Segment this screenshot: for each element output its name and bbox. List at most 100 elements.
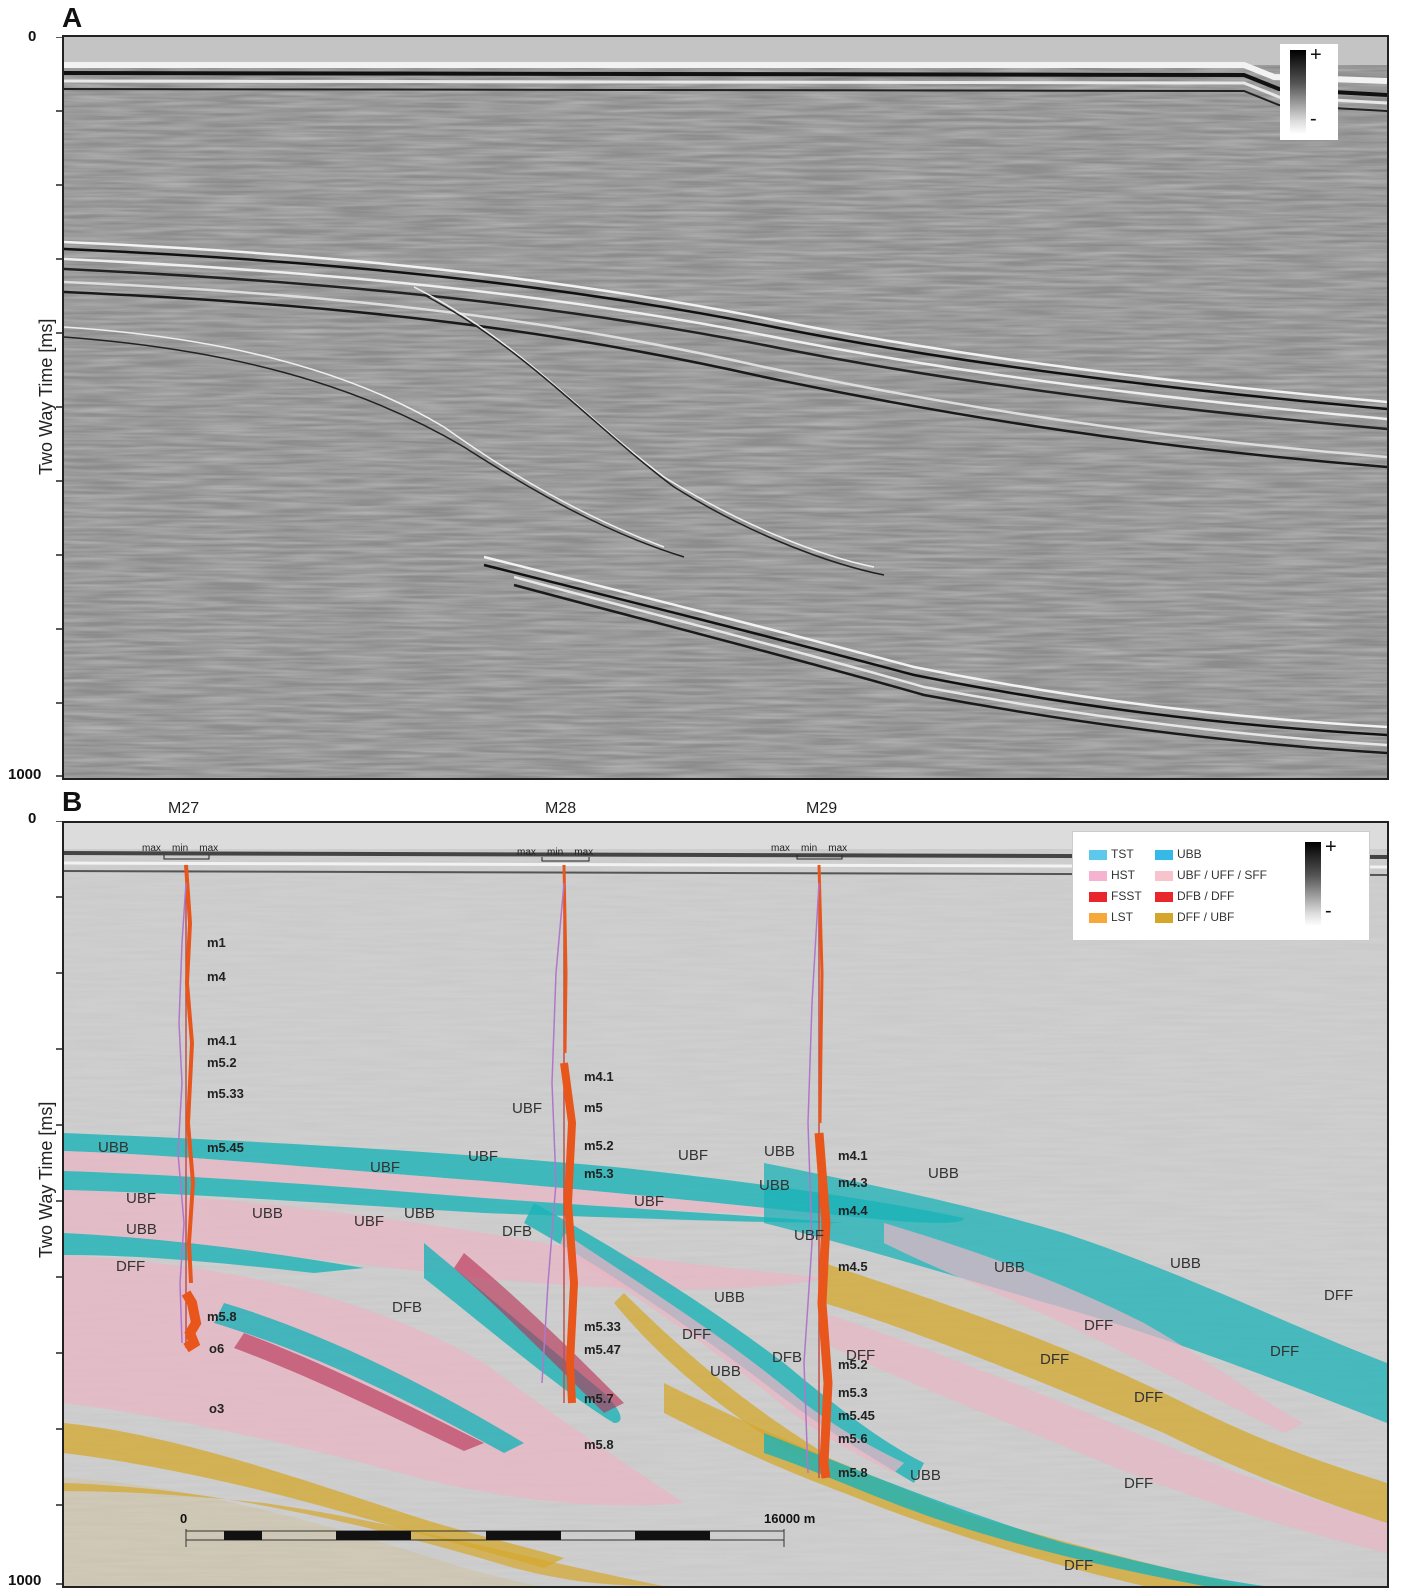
unit-label: DFB [772, 1349, 802, 1366]
unit-label: DFF [1040, 1351, 1070, 1368]
well-name-m27: M27 [168, 800, 200, 817]
unit-label: UBB [994, 1259, 1025, 1276]
well-m27 [177, 864, 202, 1353]
log-min-m28: min [547, 847, 564, 858]
horizon-label: m4.1 [584, 1069, 614, 1084]
well-m28 [541, 864, 579, 1404]
legend-swatch [1155, 849, 1173, 860]
well-m29 [803, 864, 833, 1479]
panel-a-y-bottom: 1000 [8, 766, 42, 783]
horizon-label: o3 [209, 1401, 225, 1416]
horizon-label: m5.8 [584, 1437, 614, 1452]
horizon-label: m5.2 [584, 1138, 614, 1153]
colorbar-plus: + [1325, 836, 1337, 858]
scale-bar [185, 1529, 785, 1547]
horizon-label: m4.1 [838, 1148, 868, 1163]
panel-b-y-bottom: 1000 [8, 1572, 42, 1589]
panel-a-y-ticks [50, 36, 62, 777]
seismic-section-a [62, 35, 1389, 780]
horizon-label: m4.1 [207, 1033, 237, 1048]
unit-label: UBF [678, 1147, 708, 1164]
log-max-left-m29: max [771, 843, 790, 854]
legend-swatch [1089, 912, 1107, 923]
horizon-label: m4.3 [838, 1175, 868, 1190]
unit-label: UBB [759, 1177, 790, 1194]
unit-label: UBB [404, 1205, 435, 1222]
unit-label: DFF [116, 1258, 146, 1275]
unit-label: UBF [126, 1190, 156, 1207]
horizon-label: m5.8 [838, 1465, 868, 1480]
unit-label: DFF [1134, 1389, 1164, 1406]
log-min-m27: min [172, 843, 189, 854]
unit-label: DFF [682, 1326, 712, 1343]
legend-item-dfb: DFB / DFF [1155, 886, 1267, 907]
unit-label: UBB [910, 1467, 941, 1484]
unit-label: DFF [846, 1347, 876, 1364]
panel-b-y-ticks [50, 820, 62, 1586]
unit-label: DFF [1064, 1557, 1094, 1574]
legend: TST HST FSST LST UBB UBF / UFF / SFF DFB… [1072, 831, 1370, 941]
horizon-label: m5.2 [838, 1357, 868, 1372]
unit-label: UBF [794, 1227, 824, 1244]
unit-label: DFF [1124, 1475, 1154, 1492]
unit-label: DFB [502, 1223, 532, 1240]
horizon-label: m1 [207, 935, 226, 950]
panel-b-letter: B [62, 786, 83, 817]
colorbar-gradient [1305, 842, 1321, 926]
horizon-label: m4.4 [838, 1203, 868, 1218]
legend-item-dff: DFF / UBF [1155, 907, 1267, 928]
unit-label: UBB [764, 1143, 795, 1160]
horizon-label: m5.47 [584, 1342, 621, 1357]
well-name-m28: M28 [545, 800, 577, 817]
legend-item-fsst: FSST [1089, 886, 1142, 907]
horizon-label: m5.45 [838, 1408, 875, 1423]
unit-label: UBB [928, 1165, 959, 1182]
legend-item-ubf: UBF / UFF / SFF [1155, 865, 1267, 886]
horizon-label: m5.6 [838, 1431, 868, 1446]
horizon-label: o6 [209, 1341, 225, 1356]
well-logs [163, 855, 843, 1479]
log-max-right-m28: max [574, 847, 594, 858]
unit-label: UBF [468, 1148, 498, 1165]
panel-b-y-top: 0 [28, 810, 37, 827]
unit-label: UBF [354, 1213, 384, 1230]
colorbar-b: + - [1295, 836, 1353, 932]
unit-label: UBB [714, 1289, 745, 1306]
horizon-label: m4 [207, 969, 226, 984]
unit-label: UBF [370, 1159, 400, 1176]
legend-swatch [1089, 870, 1107, 881]
colorbar-a: + - [1280, 44, 1338, 140]
colorbar-minus: - [1325, 900, 1332, 922]
legend-item-ubb: UBB [1155, 844, 1267, 865]
unit-label: UBB [126, 1221, 157, 1238]
log-max-left-m28: max [517, 847, 536, 858]
unit-label: UBB [98, 1139, 129, 1156]
horizon-label: m4.5 [838, 1259, 868, 1274]
panel-a-y-top: 0 [28, 28, 37, 45]
legend-swatch [1155, 912, 1173, 923]
horizon-label: m5.45 [207, 1140, 244, 1155]
horizon-label: m5.3 [584, 1166, 614, 1181]
unit-label: UBF [634, 1193, 664, 1210]
legend-swatch [1155, 891, 1173, 902]
horizon-label: m5 [584, 1100, 603, 1115]
unit-label: DFF [1324, 1287, 1354, 1304]
unit-label: UBB [710, 1363, 741, 1380]
well-name-m29: M29 [806, 800, 838, 817]
unit-label: DFB [392, 1299, 422, 1316]
log-min-m29: min [801, 843, 818, 854]
log-max-left-m27: max [142, 843, 161, 854]
legend-swatch [1089, 891, 1107, 902]
horizon-label: m5.2 [207, 1055, 237, 1070]
colorbar-minus: - [1310, 108, 1317, 130]
unit-label: UBF [512, 1100, 542, 1117]
log-max-right-m29: max [828, 843, 848, 854]
log-max-right-m27: max [199, 843, 219, 854]
horizon-label: m5.3 [838, 1385, 868, 1400]
colorbar-plus: + [1310, 44, 1322, 66]
legend-swatch [1155, 870, 1173, 881]
scale-bar-end: 16000 m [764, 1511, 816, 1526]
unit-label: DFF [1270, 1343, 1300, 1360]
scale-bar-start: 0 [180, 1511, 188, 1526]
interpreted-section-b: max min max max min max max min max m1 m… [62, 821, 1389, 1588]
